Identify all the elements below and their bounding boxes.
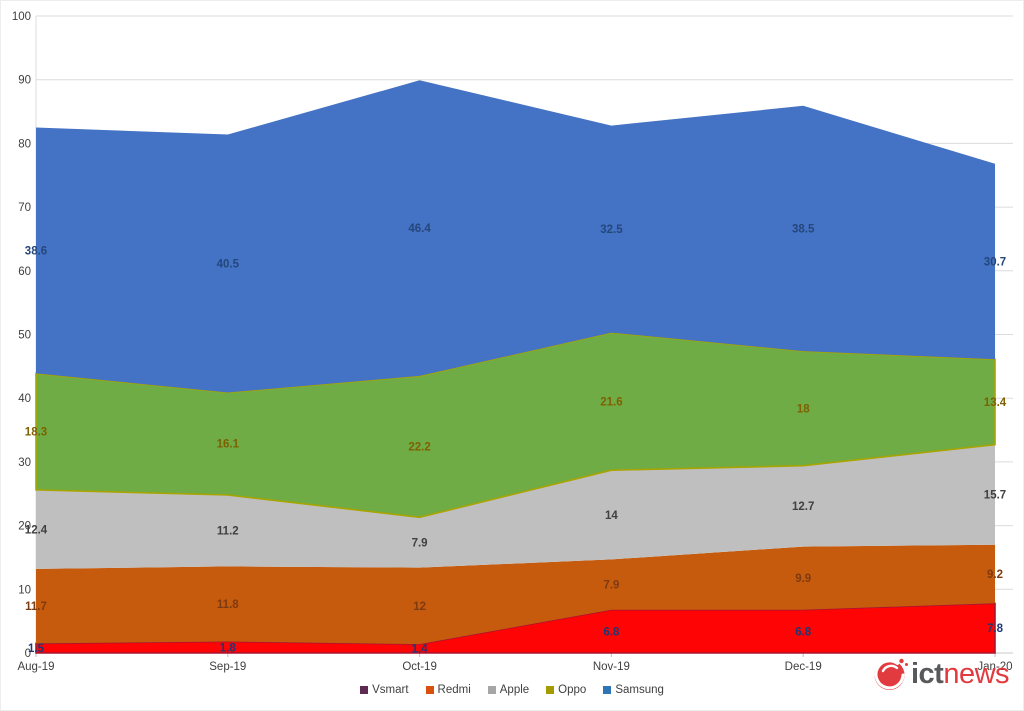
legend-item-vsmart: Vsmart [360, 684, 409, 696]
legend-label: Redmi [437, 684, 471, 696]
x-axis-label: Jan-20 [977, 661, 1012, 673]
data-label-vsmart: 7.8 [987, 623, 1004, 635]
data-label-redmi: 9.2 [987, 569, 1003, 581]
data-label-samsung: 30.7 [984, 257, 1006, 269]
data-label-vsmart: 6.8 [603, 626, 620, 638]
ictnews-logo-icon [874, 658, 908, 690]
data-label-redmi: 11.8 [217, 599, 239, 611]
area-series-samsung [36, 80, 995, 393]
x-axis-label: Sep-19 [209, 661, 246, 673]
area-series-apple [36, 444, 995, 569]
data-label-samsung: 40.5 [217, 258, 240, 270]
x-axis-label: Dec-19 [785, 661, 822, 673]
data-label-samsung: 46.4 [408, 223, 431, 235]
logo-text-ict: ict [911, 658, 944, 690]
legend-marker-redmi [425, 686, 434, 694]
x-axis-label: Oct-19 [402, 661, 437, 673]
legend-item-apple: Apple [487, 684, 530, 696]
data-label-redmi: 7.9 [603, 580, 619, 592]
data-label-oppo: 16.1 [217, 439, 240, 451]
data-label-redmi: 11.7 [25, 601, 47, 613]
legend-label: Samsung [615, 684, 664, 696]
data-label-oppo: 13.4 [984, 397, 1007, 409]
data-label-samsung: 38.5 [792, 223, 815, 235]
data-label-apple: 12.7 [792, 501, 814, 513]
data-label-samsung: 38.6 [25, 245, 47, 257]
y-axis-tick-label: 80 [18, 138, 31, 150]
data-label-apple: 11.2 [217, 526, 239, 538]
y-axis-tick-label: 90 [18, 75, 31, 87]
x-axis-label: Aug-19 [17, 661, 54, 673]
legend-marker-samsung [603, 686, 612, 694]
legend-item-samsung: Samsung [603, 684, 664, 696]
area-series-redmi [36, 544, 995, 645]
data-label-vsmart: 1.8 [220, 642, 237, 654]
legend-label: Oppo [558, 684, 587, 696]
data-label-vsmart: 6.8 [795, 626, 812, 638]
chart-legend: Vsmart Redmi Apple Oppo Samsung [1, 684, 1023, 696]
x-axis-label: Nov-19 [593, 661, 630, 673]
logo-text-news: news [943, 658, 1010, 690]
data-label-apple: 15.7 [984, 490, 1006, 502]
legend-marker-vsmart [360, 686, 369, 694]
data-label-vsmart: 1.5 [28, 643, 45, 655]
data-label-oppo: 21.6 [600, 396, 622, 408]
data-label-apple: 7.9 [412, 537, 428, 549]
ictnews-logo: ict news [873, 650, 1010, 698]
y-axis-tick-label: 100 [12, 11, 31, 23]
data-label-redmi: 12 [413, 601, 426, 613]
data-label-oppo: 22.2 [408, 442, 430, 454]
legend-marker-oppo [546, 686, 555, 694]
legend-label: Apple [499, 684, 530, 696]
data-label-redmi: 9.9 [795, 573, 811, 585]
legend-item-redmi: Redmi [425, 684, 471, 696]
y-axis-tick-label: 60 [18, 266, 31, 278]
data-label-oppo: 18 [797, 403, 810, 415]
y-axis-tick-label: 20 [18, 521, 31, 533]
data-label-apple: 14 [605, 510, 618, 522]
data-label-samsung: 32.5 [600, 224, 623, 236]
legend-marker-apple [487, 686, 496, 694]
data-label-oppo: 18.3 [25, 427, 47, 439]
y-axis-tick-label: 10 [18, 584, 31, 596]
legend-label: Vsmart [372, 684, 409, 696]
data-label-apple: 12.4 [25, 524, 48, 536]
data-label-vsmart: 1.4 [412, 644, 429, 656]
y-axis-tick-label: 30 [18, 457, 31, 469]
y-axis-tick-label: 40 [18, 393, 31, 405]
y-axis-tick-label: 70 [18, 202, 31, 214]
legend-item-oppo: Oppo [546, 684, 586, 696]
y-axis-tick-label: 0 [25, 648, 31, 660]
y-axis-tick-label: 50 [18, 330, 31, 342]
